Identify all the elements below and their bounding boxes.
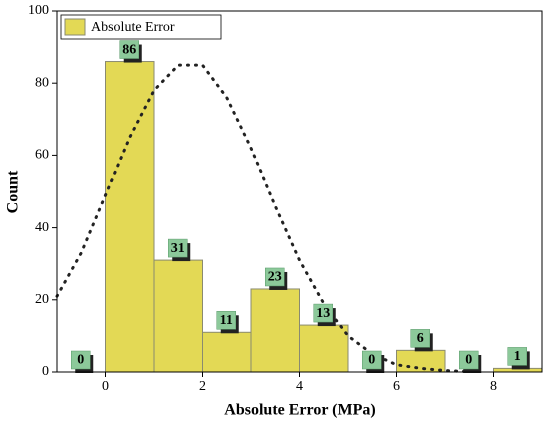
y-tick-label: 40 — [35, 220, 49, 235]
legend-box — [60, 14, 222, 40]
data-label: 0 — [368, 353, 375, 368]
y-axis-label: Count — [5, 170, 22, 213]
bar — [153, 259, 203, 373]
x-tick-label: 8 — [490, 379, 497, 394]
x-tick-label: 2 — [199, 379, 206, 394]
data-label: 13 — [316, 306, 330, 321]
y-tick-label: 0 — [42, 364, 49, 379]
label-box — [119, 40, 139, 59]
x-tick-label: 4 — [296, 379, 303, 394]
y-tick-label: 100 — [28, 3, 49, 18]
label-box — [168, 238, 188, 258]
legend-swatch — [64, 18, 86, 36]
data-label: 31 — [171, 241, 185, 256]
y-tick-label: 60 — [35, 148, 49, 163]
bar — [250, 288, 300, 373]
data-label: 23 — [268, 270, 282, 285]
data-label: 0 — [465, 353, 472, 368]
bar — [396, 349, 446, 373]
data-label: 1 — [514, 349, 521, 364]
legend-label: Absolute Error — [91, 20, 175, 35]
bar — [299, 324, 349, 373]
label-box — [313, 303, 333, 323]
label-box — [459, 350, 479, 370]
data-label: 86 — [122, 42, 136, 57]
data-label: 0 — [77, 353, 84, 368]
x-axis-label: Absolute Error (MPa) — [224, 402, 375, 419]
y-tick-label: 80 — [35, 75, 49, 90]
data-label: 11 — [220, 313, 233, 328]
y-tick-label: 20 — [35, 292, 49, 307]
label-box — [265, 267, 285, 287]
x-tick-label: 6 — [393, 379, 400, 394]
bar — [105, 61, 155, 373]
label-box — [71, 350, 91, 370]
fit-curve — [55, 63, 471, 374]
bar — [202, 331, 252, 373]
label-box — [362, 350, 382, 370]
data-label: 6 — [417, 331, 424, 346]
x-tick-label: 0 — [102, 379, 109, 394]
label-box — [410, 329, 430, 348]
label-box — [216, 311, 236, 330]
label-box — [507, 347, 527, 366]
